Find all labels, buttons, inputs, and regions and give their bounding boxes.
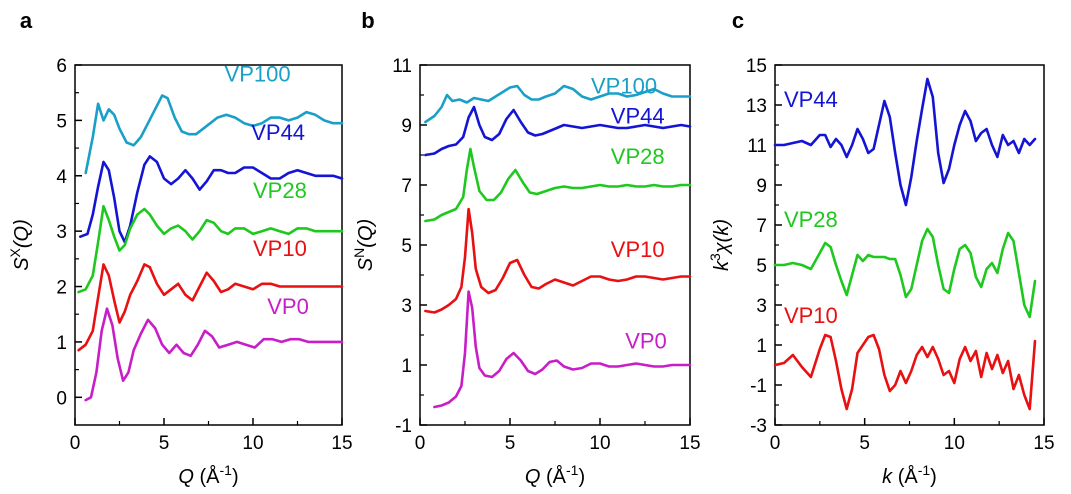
series-line-vp28 bbox=[424, 147, 692, 223]
series-line-vp10 bbox=[77, 263, 344, 352]
series-line-vp44 bbox=[773, 77, 1037, 207]
series-line-vp44 bbox=[424, 105, 692, 157]
y-tick-label: 2 bbox=[56, 278, 67, 299]
y-tick-label: 0 bbox=[56, 388, 67, 409]
panel-b: b 0 5 10 15 -1 1 3 5 7 9 11 Q (Å-1) SN(Q) VP100 VP44 VP2… bbox=[351, 8, 701, 488]
series-label-vp44: VP44 bbox=[251, 120, 305, 145]
x-axis-label: Q (Å-1) bbox=[178, 462, 238, 488]
series-line-vp44 bbox=[79, 155, 344, 244]
series-line-vp0 bbox=[433, 290, 692, 409]
series-label-vp100: VP100 bbox=[225, 62, 291, 87]
series-line-vp0 bbox=[84, 307, 344, 402]
y-axis-label: SX(Q) bbox=[7, 219, 33, 271]
x-tick-label: 10 bbox=[589, 433, 610, 454]
series-label-vp28: VP28 bbox=[253, 178, 307, 203]
series-label-vp0: VP0 bbox=[625, 329, 667, 354]
y-tick-label: 1 bbox=[401, 356, 412, 377]
panel-letter: c bbox=[732, 8, 744, 33]
y-tick-label: 5 bbox=[401, 236, 412, 257]
y-tick-label: -3 bbox=[750, 416, 767, 437]
y-tick-label: 5 bbox=[756, 256, 767, 277]
x-tick-label: 10 bbox=[944, 433, 965, 454]
series-label-vp10: VP10 bbox=[253, 236, 307, 261]
x-tick-label: 5 bbox=[859, 433, 870, 454]
y-tick-label: 3 bbox=[401, 296, 412, 317]
y-tick-label: 3 bbox=[756, 296, 767, 317]
series-label-vp44: VP44 bbox=[611, 104, 665, 129]
x-tick-label: 5 bbox=[505, 433, 516, 454]
x-tick-label: 10 bbox=[242, 433, 263, 454]
y-tick-label: 4 bbox=[56, 167, 67, 188]
x-tick-label: 15 bbox=[1033, 433, 1054, 454]
y-tick-label: 6 bbox=[56, 56, 67, 77]
y-tick-label: 7 bbox=[401, 176, 412, 197]
x-tick-label: 15 bbox=[679, 433, 700, 454]
series-label-vp28: VP28 bbox=[611, 144, 665, 169]
panel-letter: a bbox=[20, 8, 33, 33]
y-tick-label: 5 bbox=[56, 111, 67, 132]
series-label-vp28: VP28 bbox=[784, 207, 838, 232]
y-tick-label: 7 bbox=[756, 216, 767, 237]
x-axis-label: Q (Å-1) bbox=[525, 462, 585, 488]
panel-a: a 0 5 10 15 0 1 2 3 4 5 6 Q (Å-1) SX(Q) VP100 VP44 VP28 V… bbox=[7, 8, 353, 488]
x-tick-label: 0 bbox=[415, 433, 426, 454]
series-line-vp28 bbox=[773, 227, 1037, 319]
series-line-vp28 bbox=[77, 204, 344, 294]
y-tick-label: 11 bbox=[392, 56, 412, 77]
y-tick-label: 9 bbox=[756, 176, 767, 197]
y-tick-label: -1 bbox=[395, 416, 412, 437]
y-tick-label: 9 bbox=[401, 116, 412, 137]
y-tick-label: 1 bbox=[756, 336, 767, 357]
y-tick-label: 15 bbox=[746, 56, 767, 77]
y-tick-label: 1 bbox=[56, 333, 67, 354]
series-label-vp100: VP100 bbox=[591, 74, 657, 99]
y-tick-label: -1 bbox=[750, 376, 767, 397]
panel-letter: b bbox=[361, 8, 374, 33]
y-tick-label: 11 bbox=[747, 136, 767, 157]
x-tick-label: 0 bbox=[70, 433, 81, 454]
y-axis-label: k3χ(k) bbox=[707, 219, 733, 271]
x-tick-label: 5 bbox=[159, 433, 170, 454]
series-label-vp10: VP10 bbox=[611, 237, 665, 262]
y-tick-label: 3 bbox=[56, 222, 67, 243]
series-line-vp10 bbox=[424, 207, 692, 314]
series-label-vp0: VP0 bbox=[267, 294, 309, 319]
series-label-vp44: VP44 bbox=[784, 87, 838, 112]
y-tick-label: 13 bbox=[746, 96, 767, 117]
x-tick-label: 0 bbox=[770, 433, 781, 454]
series-label-vp10: VP10 bbox=[784, 303, 838, 328]
series-line-vp100 bbox=[424, 84, 692, 124]
x-tick-label: 15 bbox=[331, 433, 352, 454]
x-axis-label: k (Å-1) bbox=[882, 462, 937, 488]
series-line-vp10 bbox=[773, 333, 1037, 411]
y-axis-label: SN(Q) bbox=[351, 219, 377, 271]
series-line-vp100 bbox=[84, 94, 344, 175]
